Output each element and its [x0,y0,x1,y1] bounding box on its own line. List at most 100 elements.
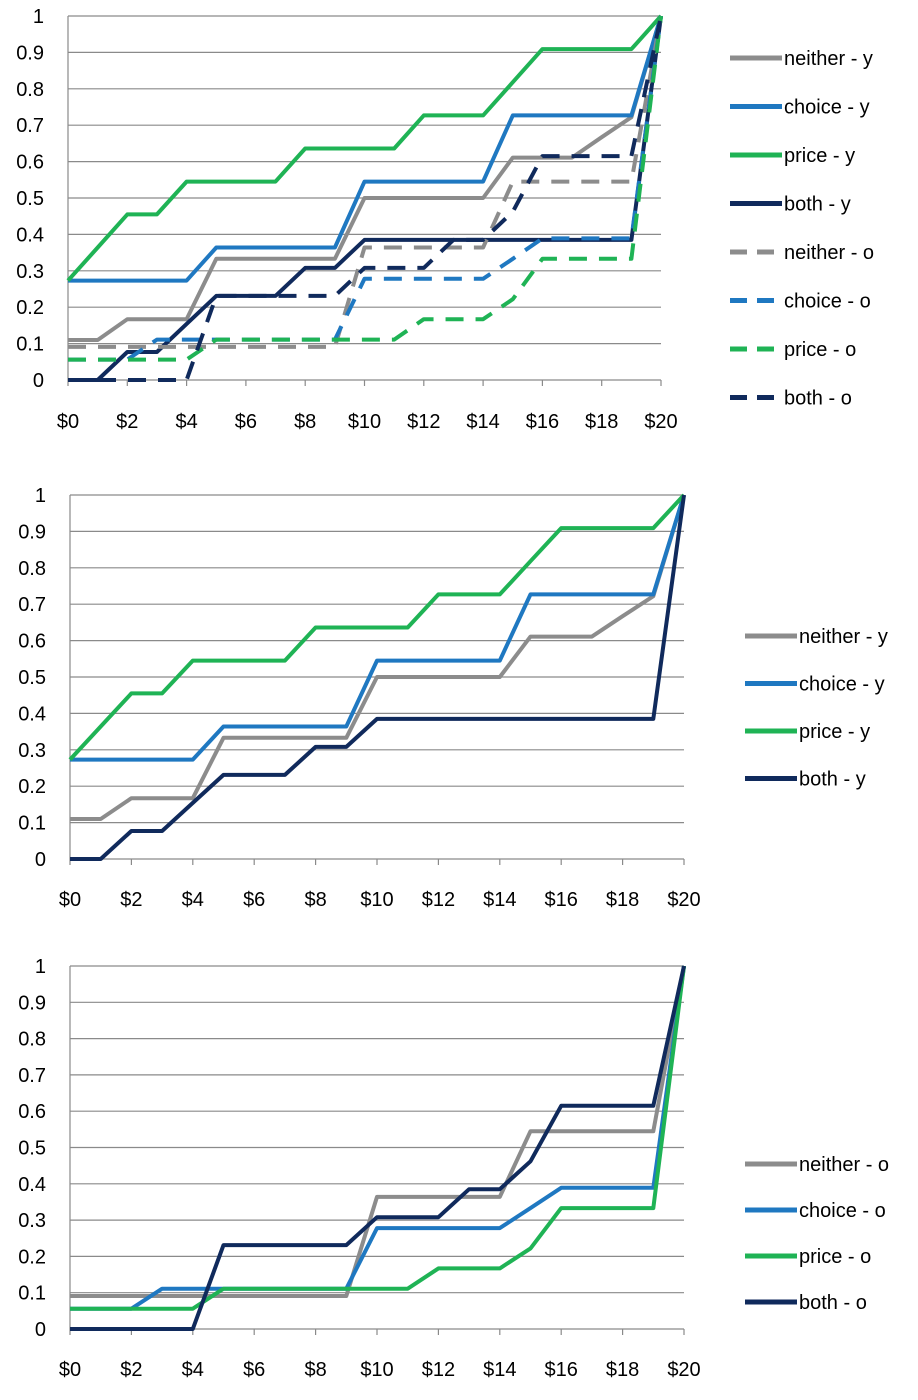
legend-label: choice - y [799,674,885,696]
y-tick-label: 0.3 [18,1210,46,1232]
series-line-both-o [68,15,663,382]
legend-label: neither - y [799,626,888,648]
series-line-choice-y [68,15,663,283]
y-tick-label: 0.1 [18,1283,46,1305]
y-tick-label: 0.1 [16,334,44,356]
legend-label: both - o [799,1292,867,1314]
x-tick-label: $10 [360,889,393,911]
x-tick-label: $6 [243,1359,265,1381]
chart-old: 0 0.1 0.2 0.3 0.4 0.5 0.6 0.7 0.8 0.9 1 $0 $2 $4 $6 $8 $… [18,956,889,1381]
legend-label: choice - o [784,291,871,313]
x-tick-label: $2 [120,1359,142,1381]
y-tick-label: 0.6 [18,1101,46,1123]
x-tick-label: $12 [422,889,455,911]
series-line-neither-o [70,965,686,1298]
y-tick-label: 0.4 [16,224,44,246]
series-line-neither-o [68,15,663,349]
y-tick-label: 0.2 [18,1246,46,1268]
series-line-price-y [68,493,686,761]
x-tick-label: $6 [243,889,265,911]
x-tick-label: $2 [120,889,142,911]
x-tick-label: $4 [182,1359,204,1381]
legend-label: choice - o [799,1200,886,1222]
y-tick-label: 1 [33,6,44,28]
legend-label: price - y [799,721,870,743]
series-line-price-y [66,14,663,282]
y-tick-label: 0 [33,370,44,392]
y-tick-label: 0.8 [16,79,44,101]
x-tick-label: $12 [407,411,440,433]
y-tick-label: 0.2 [16,297,44,319]
y-tick-label: 0.9 [16,42,44,64]
x-tick-label: $6 [235,411,257,433]
legend-label: price - o [799,1246,871,1268]
x-tick-label: $2 [116,411,138,433]
legend-label: both - y [799,769,866,791]
x-tick-label: $16 [545,889,578,911]
y-tick-label: 0.6 [18,631,46,653]
legend-label: price - o [784,339,856,361]
y-tick-label: 0.1 [18,813,46,835]
y-tick-label: 0.8 [18,558,46,580]
x-tick-label: $8 [304,1359,326,1381]
series-line-choice-o [68,15,663,362]
x-tick-label: $0 [57,411,79,433]
x-tick-label: $0 [59,1359,81,1381]
y-tick-label: 0.2 [18,776,46,798]
y-tick-label: 0.5 [16,188,44,210]
y-tick-label: 0.9 [18,521,46,543]
legend-label: price - y [784,145,855,167]
y-tick-label: 0.7 [16,115,44,137]
series-line-neither-y [70,494,686,821]
x-tick-label: $18 [585,411,618,433]
chart-young: 0 0.1 0.2 0.3 0.4 0.5 0.6 0.7 0.8 0.9 1 $0 $2 $4 $6 $8 $… [18,485,888,911]
series-line-choice-y [70,494,686,762]
legend-label: neither - o [799,1154,889,1176]
y-tick-label: 0.4 [18,703,46,725]
y-tick-label: 0.9 [18,992,46,1014]
y-tick-label: 0.7 [18,594,46,616]
series-line-price-o [70,965,686,1311]
x-tick-label: $20 [667,1359,700,1381]
y-tick-label: 0.5 [18,1138,46,1160]
x-tick-label: $12 [422,1359,455,1381]
x-tick-label: $18 [606,889,639,911]
x-tick-label: $16 [526,411,559,433]
y-tick-label: 0.3 [16,261,44,283]
y-tick-label: 0 [35,1319,46,1341]
x-tick-label: $18 [606,1359,639,1381]
series-line-neither-y [68,15,663,342]
x-tick-label: $8 [304,889,326,911]
x-tick-label: $20 [667,889,700,911]
y-tick-label: 1 [35,485,46,507]
x-tick-label: $4 [175,411,197,433]
legend-label: both - y [784,194,851,216]
legend-label: both - o [784,388,852,410]
x-tick-label: $14 [483,889,516,911]
x-tick-label: $10 [360,1359,393,1381]
x-tick-label: $4 [182,889,204,911]
legend-label: neither - y [784,48,873,70]
y-tick-label: 0.6 [16,152,44,174]
x-tick-label: $16 [545,1359,578,1381]
x-tick-label: $20 [644,411,677,433]
y-tick-label: 0.3 [18,740,46,762]
x-tick-label: $0 [59,889,81,911]
series-line-choice-o [70,965,686,1311]
series-line-price-o [68,15,663,362]
y-tick-label: 0 [35,849,46,871]
legend-label: choice - y [784,97,870,119]
y-tick-label: 0.4 [18,1174,46,1196]
x-tick-label: $8 [294,411,316,433]
series-line-both-y [70,494,686,861]
chart-young-and-old: 0 0.1 0.2 0.3 0.4 0.5 0.6 0.7 0.8 0.9 1 $0 $2 $4 $6 $8 $… [16,6,874,433]
y-tick-label: 0.8 [18,1029,46,1051]
x-tick-label: $14 [483,1359,516,1381]
series-line-both-o [70,965,686,1331]
x-tick-label: $10 [348,411,381,433]
y-tick-label: 0.5 [18,667,46,689]
y-tick-label: 0.7 [18,1065,46,1087]
x-tick-label: $14 [466,411,499,433]
legend-label: neither - o [784,242,874,264]
